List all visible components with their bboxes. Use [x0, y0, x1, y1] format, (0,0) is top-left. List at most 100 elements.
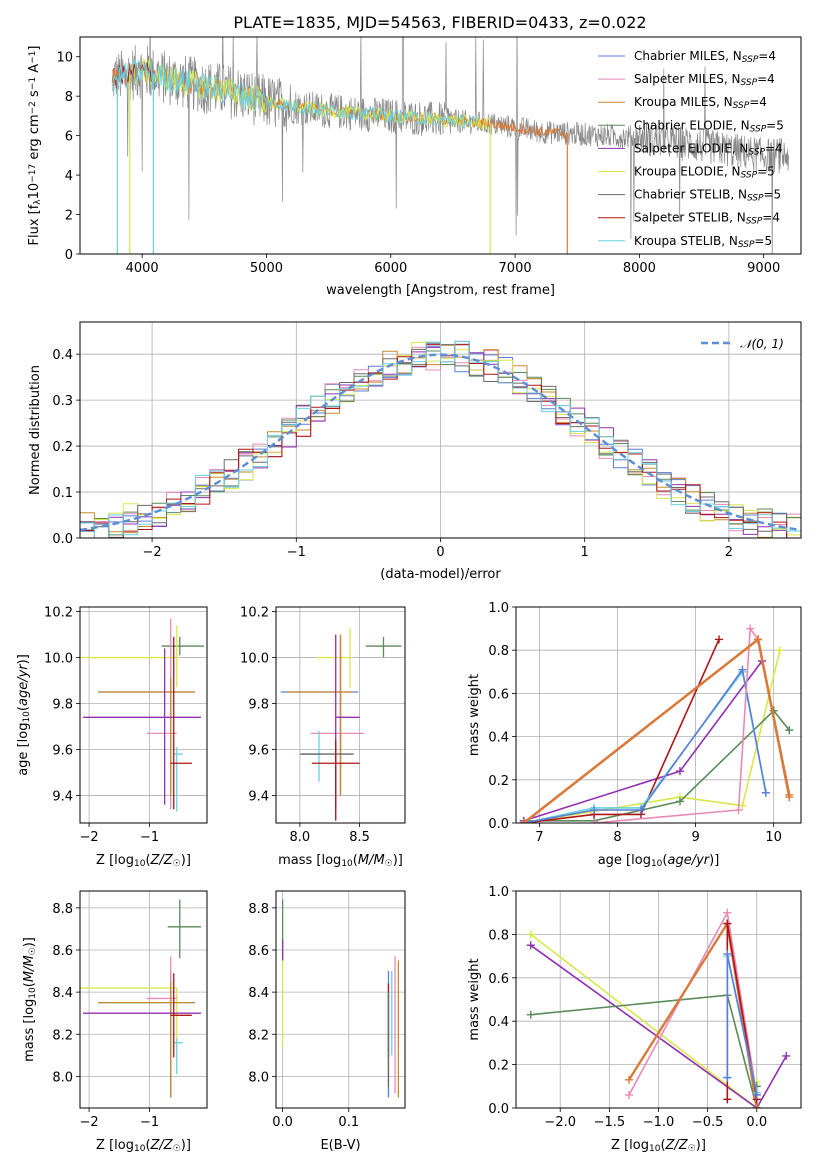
age-vs-mass-xtick-label: 8.0	[290, 830, 311, 845]
spectrum-spines	[79, 36, 802, 255]
weight-vs-age-line	[523, 638, 791, 823]
weight-vs-age-marker	[775, 646, 784, 655]
legend-label: Kroupa MILES, NSSP=4	[634, 95, 767, 111]
spectrum-ytick-label: 2	[65, 209, 73, 224]
weight-vs-age-plot	[519, 624, 794, 823]
mass-vs-Z-point-1	[80, 987, 178, 1047]
weight-vs-Z-xtick-label: −1.0	[643, 1115, 675, 1130]
spectrum-xtick-label: 4000	[126, 261, 159, 276]
weight-vs-age-ylabel: mass weight	[467, 674, 482, 756]
legend-label: Chabrier STELIB, NSSP=5	[634, 188, 781, 204]
age-vs-mass-plot	[280, 627, 402, 821]
residuals-plot	[80, 340, 801, 538]
spectrum-frame: 4000 5000 6000 7000 8000 9000 0 2 4 6 8 10	[56, 36, 802, 276]
residuals-xtick-label: −2	[143, 545, 162, 560]
mass-vs-ebv-xtick-label: 0.1	[338, 1115, 359, 1130]
weight-vs-age-ytick-label: 0.4	[488, 731, 509, 746]
weight-vs-age-marker	[761, 788, 770, 797]
normal-curve	[80, 353, 801, 532]
age-vs-mass-point-8	[311, 740, 360, 821]
weight-vs-age-marker	[590, 806, 599, 815]
weight-vs-age-line	[523, 668, 767, 823]
mass-vs-ebv-ytick-label: 8.6	[248, 944, 269, 959]
weight-vs-age-marker	[785, 793, 794, 802]
spectrum-xtick-label: 7000	[499, 261, 532, 276]
weight-vs-Z-ylabel: mass weight	[467, 958, 482, 1040]
age-vs-Z-point-0	[161, 636, 204, 656]
weight-vs-age-ytick-label: 0.2	[488, 774, 509, 789]
spectrum-model-line	[111, 62, 155, 89]
age-vs-mass-frame: 8.0 8.5 9.4 9.6 9.8 10.0 10.2	[240, 606, 406, 845]
mass-vs-Z-xtick-label: −2	[79, 1115, 98, 1130]
weight-vs-age-spines	[515, 606, 802, 824]
weight-vs-age-marker	[519, 819, 528, 823]
mass-vs-ebv-xtick-label: 0.0	[272, 1115, 293, 1130]
weight-vs-Z-ytick-label: 0.0	[488, 1102, 509, 1117]
age-vs-mass-point-0	[365, 636, 402, 658]
weight-vs-Z-axes	[516, 890, 801, 1109]
age-vs-mass-point-7	[299, 742, 354, 766]
residuals-xtick-label: 0	[436, 545, 444, 560]
legend-label: Salpeter MILES, NSSP=4	[634, 72, 775, 88]
figure-title: PLATE=1835, MJD=54563, FIBERID=0433, z=0…	[233, 13, 646, 32]
mass-vs-Z-ytick-label: 8.6	[52, 944, 73, 959]
weight-vs-age-line	[523, 660, 763, 822]
weight-vs-Z-marker	[625, 1090, 634, 1099]
weight-vs-age-line	[523, 709, 790, 822]
weight-vs-age-xtick-label: 8	[613, 830, 621, 845]
mass-vs-Z-frame: −2 −1 8.0 8.2 8.4 8.6 8.8	[52, 890, 208, 1130]
weight-vs-age-marker	[636, 806, 645, 815]
mass-vs-Z-ylabel: mass [log10(M/M☉)]	[22, 937, 38, 1062]
mass-vs-ebv-ytick-label: 8.2	[248, 1028, 269, 1043]
age-vs-mass-ytick-label: 9.6	[248, 743, 269, 758]
mass-vs-ebv-ytick-label: 8.8	[248, 902, 269, 917]
spectrum-xlabel: wavelength [Angstrom, rest frame]	[326, 283, 555, 298]
mass-vs-Z-ytick-label: 8.0	[52, 1070, 73, 1085]
weight-vs-age-marker	[734, 806, 743, 815]
age-vs-mass-point-5	[335, 634, 360, 810]
weight-vs-age-series-2	[519, 657, 766, 823]
mass-vs-Z-axes	[80, 891, 207, 1108]
age-vs-mass-ytick-label: 9.8	[248, 698, 269, 713]
weight-vs-Z-line	[530, 994, 758, 1108]
weight-vs-Z-ytick-label: 0.8	[488, 928, 509, 943]
weight-vs-Z-marker	[723, 1073, 732, 1082]
weight-vs-age-marker	[785, 726, 794, 735]
weight-vs-age-ytick-label: 1.0	[488, 601, 509, 616]
spectrum-xtick-label: 6000	[374, 261, 407, 276]
spectrum-data-line	[111, 37, 789, 254]
weight-vs-age-line	[523, 639, 720, 823]
age-vs-mass-ytick-label: 9.4	[248, 789, 269, 804]
spectrum-ylabel: Flux [fλ10−17 erg cm−2 s−1 A−1]	[27, 46, 43, 246]
residuals-ytick-label: 0.0	[52, 532, 73, 547]
weight-vs-age-marker	[738, 665, 747, 674]
weight-vs-age-xtick-label: 9	[691, 830, 699, 845]
spectrum-ytick-label: 10	[56, 51, 73, 66]
mass-vs-ebv-ytick-label: 8.0	[248, 1070, 269, 1085]
weight-vs-Z-xtick-label: 0.0	[746, 1115, 767, 1130]
age-vs-Z-ylabel: age [log10(age/yr)]	[16, 654, 32, 776]
age-vs-Z-point-4	[98, 678, 195, 796]
weight-vs-age-marker	[754, 635, 763, 644]
residuals-xtick-label: 1	[581, 545, 589, 560]
weight-vs-Z-marker	[723, 949, 732, 958]
weight-vs-Z-ytick-label: 1.0	[488, 885, 509, 900]
weight-vs-age-marker	[738, 801, 747, 810]
legend-label: Salpeter STELIB, NSSP=4	[634, 211, 780, 227]
spectrum-plot	[111, 37, 789, 254]
weight-vs-Z-marker	[526, 1010, 535, 1019]
age-vs-Z-point-6	[173, 747, 183, 812]
weight-vs-Z-marker	[782, 1051, 791, 1060]
mass-vs-Z-point-0	[167, 899, 201, 959]
mass-vs-ebv-frame: 0.0 0.1 8.0 8.2 8.4 8.6 8.8	[248, 890, 406, 1130]
spectrum-xtick-label: 5000	[250, 261, 283, 276]
age-vs-Z-spines	[79, 606, 208, 824]
weight-vs-Z-line	[530, 944, 787, 1108]
residuals-xtick-label: 2	[725, 545, 733, 560]
mass-vs-ebv-ytick-label: 8.4	[248, 986, 269, 1001]
age-vs-Z-point-3	[146, 618, 177, 810]
residuals-xtick-label: −1	[287, 545, 306, 560]
normal-legend-label: 𝒩(0, 1)	[740, 337, 784, 351]
age-vs-Z-point-2	[98, 678, 195, 796]
residuals-ytick-label: 0.1	[52, 486, 73, 501]
